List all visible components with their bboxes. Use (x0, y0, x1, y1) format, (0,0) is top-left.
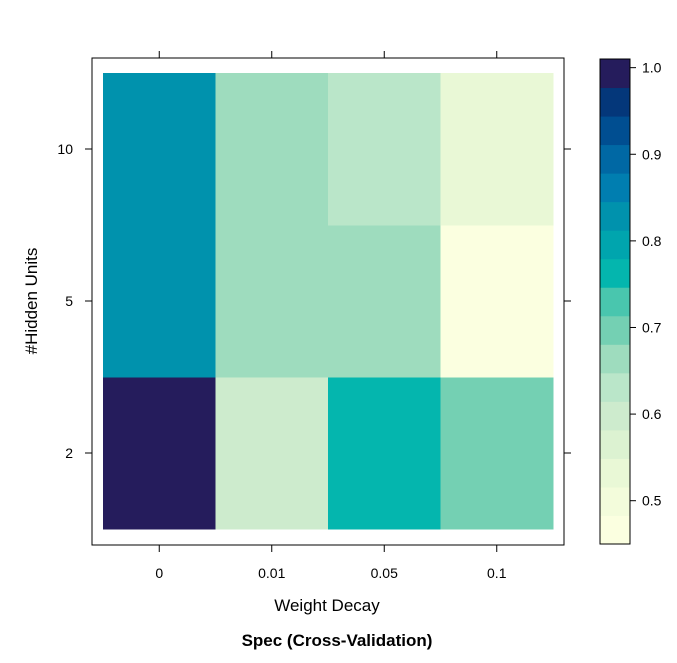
colorbar-bin (600, 144, 630, 174)
colorbar-bin (600, 458, 630, 488)
x-tick-label: 0.01 (258, 565, 285, 581)
x-axis-title: Weight Decay (274, 596, 380, 615)
heatmap-cell (103, 377, 216, 530)
axis-ticks (85, 51, 571, 552)
heatmap-cells (103, 73, 554, 530)
colorbar-bin (600, 201, 630, 231)
x-tick-label: 0 (155, 565, 163, 581)
y-tick-label: 5 (65, 293, 73, 309)
colorbar-bin (600, 116, 630, 146)
colorbar-bin (600, 515, 630, 545)
heatmap-cell (440, 73, 554, 226)
heatmap-cell (103, 73, 216, 226)
colorbar-bin (600, 372, 630, 402)
heatmap-cell (328, 73, 441, 226)
colorbar-frame (599, 58, 631, 545)
colorbar-tick-label: 0.7 (642, 319, 662, 335)
colorbar-bin (600, 287, 630, 317)
colorbar-bin (600, 315, 630, 345)
colorbar-bin (600, 59, 630, 89)
y-axis-title: #Hidden Units (22, 248, 41, 355)
heatmap-cell (103, 225, 216, 378)
colorbar-bin (600, 344, 630, 374)
colorbar-tick-label: 0.6 (642, 406, 662, 422)
heatmap-cell (440, 225, 554, 378)
colorbar-bin (600, 87, 630, 117)
colorbar-tick-label: 0.9 (642, 146, 662, 162)
heatmap-cell (215, 225, 329, 378)
colorbar-tick-label: 0.5 (642, 493, 662, 509)
y-tick-label: 2 (65, 445, 73, 461)
colorbar-ticks: 0.5 0.6 0.7 0.8 0.9 1.0 (630, 60, 662, 509)
heatmap-cell (215, 377, 329, 530)
colorbar-bin (600, 230, 630, 260)
chart-title: Spec (Cross-Validation) (242, 631, 433, 650)
x-tick-label: 0.1 (487, 565, 507, 581)
colorbar-bin (600, 486, 630, 516)
colorbar (600, 59, 630, 545)
heatmap-cell (215, 73, 329, 226)
x-tick-labels: 0 0.01 0.05 0.1 (155, 565, 506, 581)
x-tick-label: 0.05 (371, 565, 398, 581)
colorbar-bin (600, 258, 630, 288)
heatmap-cell (440, 377, 554, 530)
colorbar-tick-label: 1.0 (642, 60, 662, 76)
colorbar-bin (600, 401, 630, 431)
colorbar-tick-label: 0.8 (642, 233, 662, 249)
heatmap-cell (328, 225, 441, 378)
heatmap-cell (328, 377, 441, 530)
colorbar-bin (600, 429, 630, 459)
y-tick-labels: 2 5 10 (57, 141, 73, 461)
y-tick-label: 10 (57, 141, 73, 157)
colorbar-bin (600, 173, 630, 203)
